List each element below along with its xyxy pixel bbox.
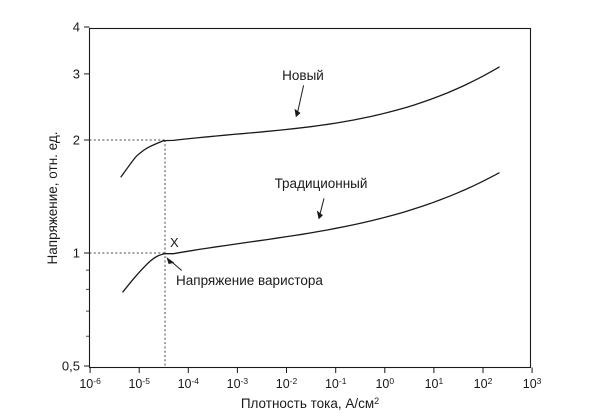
svg-text:Плотность тока, А/см2: Плотность тока, А/см2 bbox=[241, 396, 379, 411]
svg-text:Новый: Новый bbox=[282, 68, 324, 83]
svg-text:Традиционный: Традиционный bbox=[275, 176, 368, 191]
svg-text:3: 3 bbox=[73, 66, 80, 81]
svg-text:2: 2 bbox=[73, 133, 80, 148]
svg-text:1: 1 bbox=[73, 246, 80, 261]
svg-text:Напряжение, отн. ед.: Напряжение, отн. ед. bbox=[45, 132, 60, 265]
svg-text:4: 4 bbox=[73, 20, 80, 35]
svg-text:Напряжение варистора: Напряжение варистора bbox=[176, 273, 323, 288]
svg-text:X: X bbox=[170, 235, 179, 250]
svg-text:0,5: 0,5 bbox=[62, 359, 80, 374]
